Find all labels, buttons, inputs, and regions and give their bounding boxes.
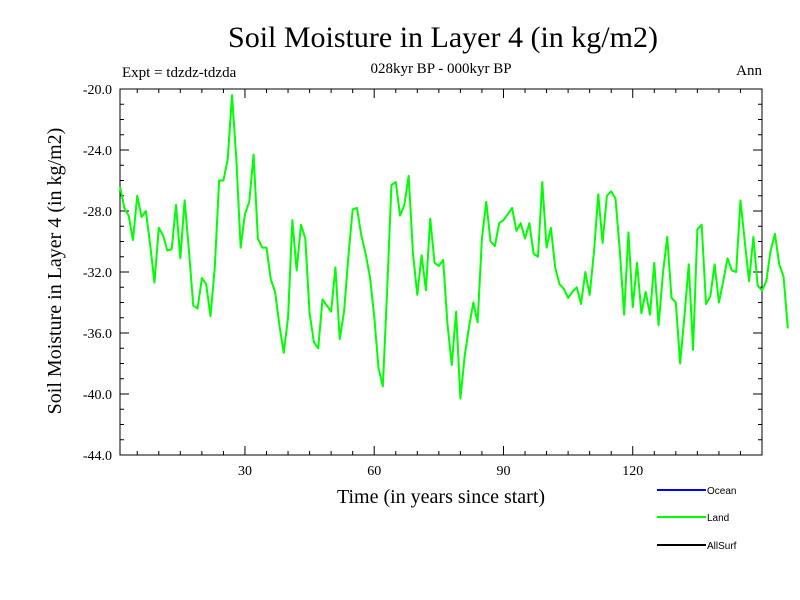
- expt-label: Expt = tdzdz-tdzda: [122, 65, 237, 81]
- chart-subtitle: 028kyr BP - 000kyr BP: [370, 61, 511, 77]
- x-tick-label: 30: [238, 464, 252, 479]
- y-tick-label: -36.0: [83, 327, 112, 342]
- legend: Ocean Land AllSurf: [657, 486, 737, 552]
- chart-title: Soil Moisture in Layer 4 (in kg/m2): [228, 21, 658, 54]
- x-tick-label: 60: [367, 464, 381, 479]
- y-tick-label: -40.0: [83, 388, 112, 403]
- legend-label-allsurf: AllSurf: [707, 541, 737, 552]
- y-tick-label: -24.0: [83, 144, 112, 159]
- y-axis-ticks: [120, 88, 762, 456]
- y-tick-label: -44.0: [83, 449, 112, 464]
- legend-label-land: Land: [707, 513, 729, 524]
- y-tick-label: -32.0: [83, 266, 112, 281]
- x-tick-label: 90: [496, 464, 510, 479]
- y-axis-label: Soil Moisture in Layer 4 (in kg/m2): [44, 128, 66, 415]
- legend-label-ocean: Ocean: [707, 486, 736, 497]
- x-axis-ticks: [136, 89, 763, 455]
- x-tick-label: 120: [622, 464, 643, 479]
- y-tick-label: -20.0: [83, 83, 112, 98]
- x-axis-tick-labels: 30 60 90 120: [238, 464, 643, 479]
- y-axis-tick-labels: -44.0 -40.0 -36.0 -32.0 -28.0 -24.0 -20.0: [83, 83, 112, 464]
- plot-frame: [119, 88, 763, 456]
- y-tick-label: -28.0: [83, 205, 112, 220]
- season-label: Ann: [736, 63, 762, 79]
- x-axis-label: Time (in years since start): [337, 486, 545, 508]
- series-line-land: [119, 94, 789, 400]
